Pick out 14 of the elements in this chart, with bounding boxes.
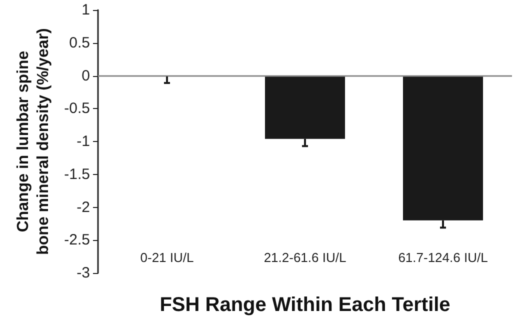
x-tick-label: 61.7-124.6 IU/L	[398, 250, 488, 265]
y-tick-label: -0.5	[64, 100, 90, 118]
y-tick-label: -3	[76, 264, 90, 282]
x-tick-label: 21.2-61.6 IU/L	[264, 250, 346, 265]
x-axis-title: FSH Range Within Each Tertile	[160, 294, 450, 316]
y-tick-label: 0.5	[69, 34, 90, 52]
y-tick-label: -2.5	[64, 232, 90, 249]
y-tick-label: 1	[82, 2, 90, 18]
y-tick-label: -2	[76, 198, 90, 216]
y-tick-label: -1.5	[64, 166, 90, 183]
x-tick-label: 0-21 IU/L	[140, 250, 194, 265]
y-tick-label: -1	[76, 133, 90, 150]
y-axis-title: Change in lumbar spine bone mineral density (%/year)	[14, 28, 52, 255]
y-tick-label: 0	[82, 67, 90, 84]
